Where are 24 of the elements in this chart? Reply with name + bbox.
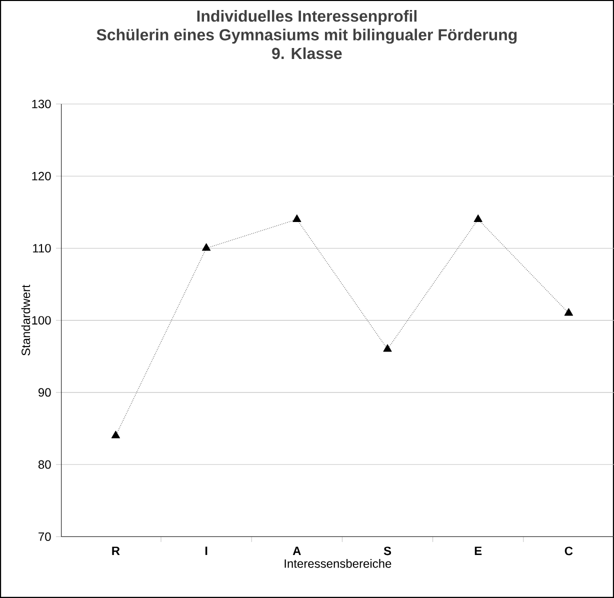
point bbox=[292, 214, 302, 222]
y-tick-label: 110 bbox=[33, 244, 51, 252]
x-axis-title: Interessensbereiche bbox=[284, 559, 392, 568]
text: 9. Klasse bbox=[272, 47, 342, 60]
y-tick-label: 70 bbox=[38, 532, 51, 541]
y-tick-label: 120 bbox=[32, 172, 51, 180]
y-tick-label: 80 bbox=[38, 460, 51, 469]
point bbox=[564, 308, 574, 316]
point bbox=[474, 214, 482, 222]
point bbox=[111, 430, 120, 438]
point bbox=[202, 243, 211, 251]
chart-subtitle: Schülerin eines Gymnasiums mit bilingualer Förderung bbox=[96, 28, 517, 44]
x-tick-label: R bbox=[112, 546, 120, 555]
y-tick-label: 100 bbox=[32, 316, 51, 325]
chart-title: Individuelles Interessenprofil bbox=[197, 10, 416, 25]
x-tick-label: E bbox=[474, 546, 482, 555]
x-tick-label: I bbox=[205, 546, 208, 555]
point bbox=[383, 344, 392, 352]
y-tick-label: 130 bbox=[32, 100, 51, 108]
x-tick-label: A bbox=[292, 546, 301, 555]
x-tick-label: C bbox=[564, 546, 573, 556]
y-tick-label: 90 bbox=[38, 388, 51, 397]
y-axis-title: Standardwert bbox=[21, 284, 30, 356]
x-tick-label: S bbox=[384, 546, 392, 556]
